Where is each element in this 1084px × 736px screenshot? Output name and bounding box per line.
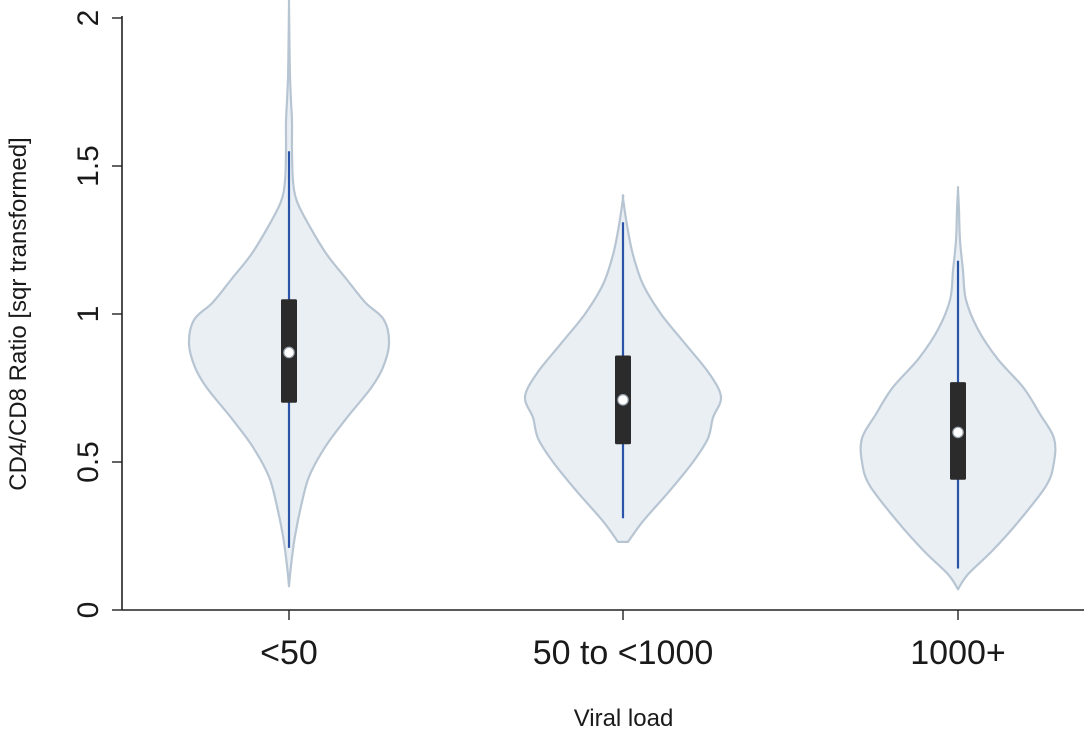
violin-group (187, 0, 391, 588)
y-tick-label: 2 (72, 10, 105, 27)
violins-layer (187, 0, 1057, 591)
median-marker (952, 426, 964, 439)
y-tick-label: 1 (72, 306, 105, 323)
axes-layer (121, 16, 1084, 611)
y-tick-label: 0.5 (72, 441, 105, 483)
x-axis-title: Viral load (574, 705, 674, 731)
violin-group (859, 185, 1057, 591)
x-tick-label: 50 to <1000 (533, 634, 714, 672)
ticks-layer: 0 0.5 1 1.5 2 <50 50 to <1000 1000+ (72, 10, 1006, 672)
violin-group (523, 194, 723, 543)
y-tick-label: 1.5 (72, 145, 105, 187)
y-tick-label: 0 (72, 602, 105, 619)
median-marker (617, 394, 629, 406)
median-marker (283, 346, 295, 359)
x-tick-label: <50 (260, 634, 318, 672)
y-axis-title: CD4/CD8 Ratio [sqr transformed] (5, 137, 32, 490)
x-tick-label: 1000+ (910, 634, 1006, 672)
